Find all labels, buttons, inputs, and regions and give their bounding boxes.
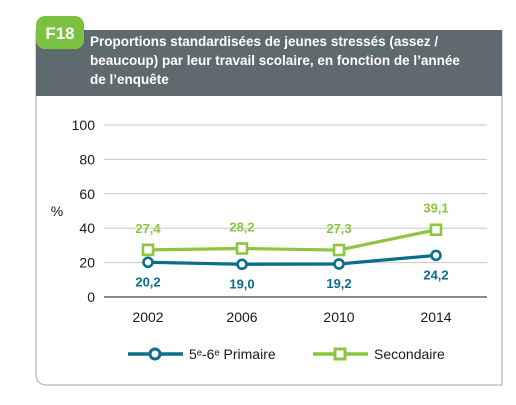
y-tick-label-80: 80 — [79, 151, 95, 167]
legend: 5ᵉ-6ᵉ Primaire Secondaire — [128, 346, 445, 362]
x-tick-label-2006: 2006 — [226, 309, 257, 325]
data-label-primaire-2014: 24,2 — [423, 267, 448, 282]
figure-frame — [35, 30, 503, 386]
series-line-secondaire — [147, 228, 437, 252]
x-tick-label-2014: 2014 — [420, 309, 451, 325]
y-axis-ticks: 0 20 40 60 80 100 — [72, 117, 96, 305]
data-label-secondaire-2006: 28,2 — [229, 219, 254, 234]
legend-label-primaire: 5ᵉ-6ᵉ Primaire — [189, 346, 276, 362]
data-label-secondaire-2014: 39,1 — [423, 201, 448, 216]
plot-area: 0 20 40 60 80 100 2002 2006 2010 2014 % 20,2 19,0… — [51, 117, 487, 325]
data-label-primaire-2006: 19,0 — [229, 276, 254, 291]
data-label-secondaire-2010: 27,3 — [326, 221, 351, 236]
y-tick-label-40: 40 — [79, 220, 95, 236]
gridlines — [104, 124, 487, 264]
header-band — [36, 30, 502, 96]
y-tick-label-60: 60 — [79, 186, 95, 202]
x-tick-label-2002: 2002 — [132, 309, 163, 325]
point-secondaire-2002 — [141, 243, 155, 257]
chart-title-line-3: de l’enquête — [90, 72, 169, 87]
legend-marker-secondaire — [333, 347, 347, 361]
point-primaire-2010 — [333, 258, 345, 270]
series-secondaire: 27,4 28,2 27,3 39,1 — [135, 201, 449, 257]
series-layer: 20,2 19,0 19,2 24,2 27,4 28,2 27,3 39,1 — [135, 201, 448, 292]
point-secondaire-2006 — [235, 242, 249, 255]
point-secondaire-2014 — [429, 223, 443, 237]
chart-title-line-2: beaucoup) par leur travail scolaire, en … — [90, 53, 460, 68]
x-axis-ticks: 2002 2006 2010 2014 — [132, 309, 451, 325]
series-line-primaire — [147, 253, 437, 266]
figure-badge — [36, 16, 84, 49]
data-label-primaire-2002: 20,2 — [135, 274, 160, 289]
legend-item-secondaire: Secondaire — [313, 346, 445, 362]
legend-item-primaire: 5ᵉ-6ᵉ Primaire — [128, 346, 276, 362]
point-secondaire-2010 — [332, 243, 346, 257]
legend-marker-primaire — [148, 347, 162, 361]
series-primaire: 20,2 19,0 19,2 24,2 — [135, 249, 449, 291]
y-tick-label-100: 100 — [72, 117, 96, 133]
legend-label-secondaire: Secondaire — [374, 346, 445, 362]
data-label-primaire-2010: 19,2 — [326, 276, 351, 291]
chart-title-line-1: Proportions standardisées de jeunes stre… — [90, 34, 438, 49]
point-primaire-2006 — [236, 258, 248, 271]
point-primaire-2002 — [142, 256, 154, 269]
x-tick-label-2010: 2010 — [323, 309, 354, 325]
figure-badge-label: F18 — [45, 24, 74, 43]
data-label-secondaire-2002: 27,4 — [135, 221, 161, 236]
y-axis-label: % — [51, 203, 63, 219]
point-primaire-2014 — [430, 249, 442, 262]
chart-title: Proportions standardisées de jeunes stre… — [90, 34, 464, 87]
y-tick-label-20: 20 — [79, 255, 95, 271]
y-tick-label-0: 0 — [87, 289, 95, 305]
